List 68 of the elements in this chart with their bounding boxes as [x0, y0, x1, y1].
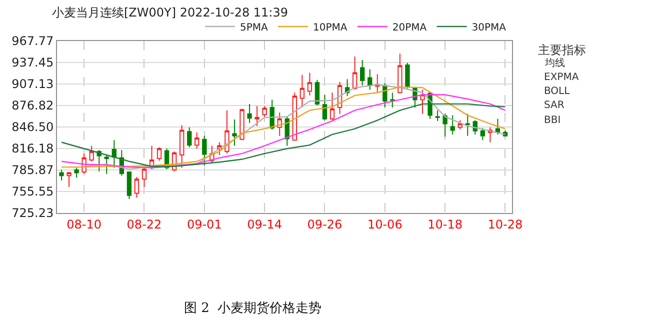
legend-label: 20PMA — [392, 22, 427, 34]
candlestick — [202, 135, 207, 166]
y-tick-label: 816.18 — [12, 142, 54, 156]
y-tick-label: 907.13 — [12, 77, 54, 92]
y-tick-label: 937.45 — [12, 56, 54, 70]
candlestick — [74, 167, 79, 178]
candlestick — [232, 119, 237, 146]
y-tick-label: 755.55 — [12, 184, 54, 199]
candlestick — [314, 79, 320, 106]
candlestick — [134, 176, 140, 198]
candlestick — [194, 132, 200, 150]
x-tick-label: 09-14 — [247, 217, 282, 232]
candlestick — [104, 154, 109, 175]
candlestick — [480, 128, 486, 141]
candlestick — [420, 89, 425, 114]
candlestick — [126, 170, 132, 200]
candlestick — [180, 124, 184, 168]
x-tick-label: 10-28 — [488, 217, 523, 232]
candlestick — [224, 110, 230, 154]
candlestick — [89, 145, 94, 162]
text: 均线 — [544, 57, 565, 69]
candlestick — [322, 94, 328, 121]
x-tick-label: 10-06 — [367, 217, 402, 232]
legend-label: 5PMA — [240, 22, 268, 34]
candlestick — [247, 103, 252, 124]
candlestick — [330, 92, 335, 121]
candlestick — [59, 169, 64, 182]
caption: 图 2 小麦期货价格走势 — [184, 301, 322, 316]
candlestick — [398, 53, 402, 94]
x-tick-label: 08-10 — [66, 217, 102, 232]
x-tick-label: 09-01 — [186, 217, 222, 232]
candlestick — [405, 62, 410, 89]
candlestick — [300, 74, 305, 108]
candlestick — [307, 72, 312, 96]
candlestick — [254, 106, 260, 126]
text: EXPMA — [544, 72, 579, 83]
y-tick-label: 967.77 — [12, 34, 54, 48]
candlestick — [277, 112, 282, 136]
text: BOLL — [544, 86, 570, 97]
candlestick — [368, 68, 372, 90]
candlestick — [360, 59, 365, 86]
candlestick — [66, 172, 72, 188]
candlestick — [375, 74, 380, 92]
y-tick-label: 876.82 — [12, 98, 54, 113]
y-tick-label: 725.23 — [12, 206, 54, 220]
y-tick-label: 846.50 — [12, 120, 54, 134]
x-tick-label: 08-22 — [126, 217, 162, 232]
candlestick — [187, 126, 192, 148]
legend-label: 10PMA — [313, 22, 348, 34]
text: 主要指标 — [538, 43, 586, 57]
candlestick — [450, 114, 455, 135]
candlestick — [435, 110, 440, 122]
candlestick — [112, 140, 116, 168]
x-tick-label: 09-26 — [307, 217, 342, 232]
candlestick — [465, 113, 470, 136]
chart-title: 小麦当月连续[ZW00Y] 2022-10-28 11:39 — [52, 5, 288, 20]
text: SAR — [544, 100, 564, 111]
text: BBI — [544, 115, 561, 126]
legend-label: 30PMA — [472, 22, 506, 34]
candlestick — [352, 56, 358, 90]
candlestick — [442, 113, 448, 138]
y-tick-label: 785.87 — [12, 163, 54, 178]
candlestick — [390, 92, 395, 108]
candlestick — [262, 106, 267, 118]
x-tick-label: 10-18 — [428, 217, 463, 232]
candlestick — [156, 146, 162, 162]
candlestick — [142, 167, 147, 188]
candlestick — [240, 108, 244, 141]
